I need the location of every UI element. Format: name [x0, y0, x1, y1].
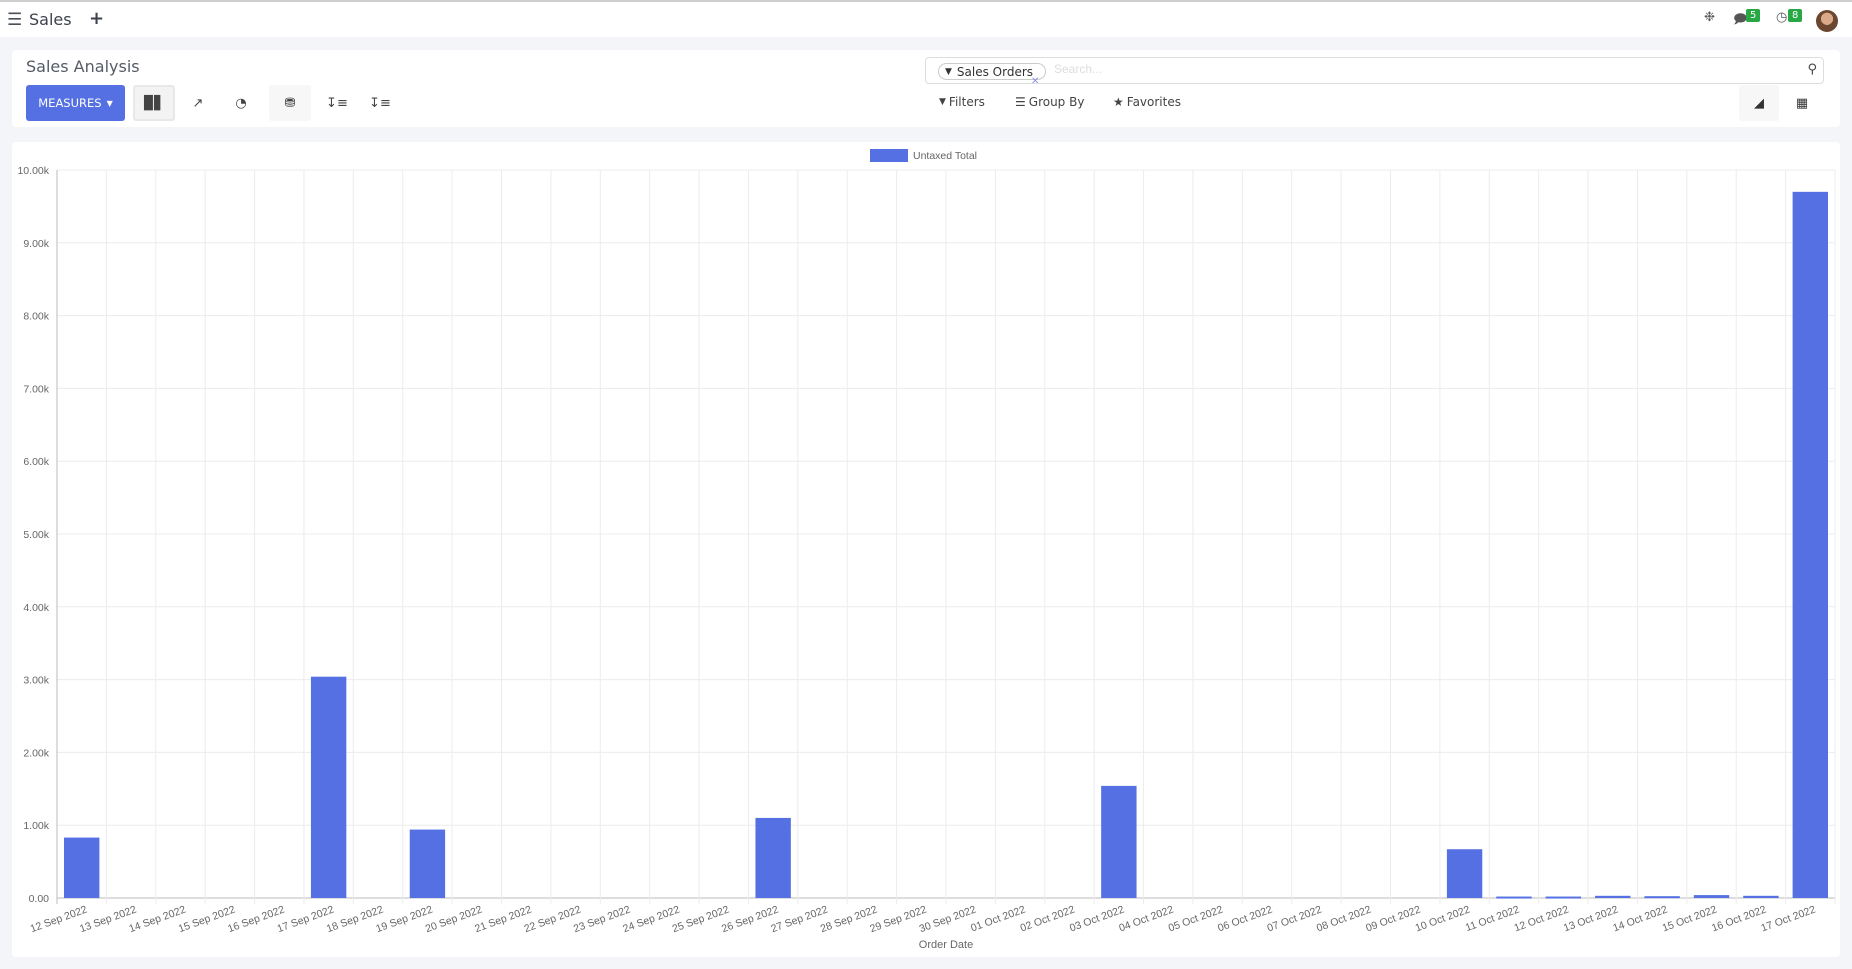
favorites-button[interactable]: ★ Favorites: [1113, 95, 1181, 109]
y-tick-label: 0.00: [29, 893, 50, 905]
y-tick-label: 9.00k: [23, 238, 49, 250]
pivot-view-button[interactable]: ▦: [1782, 85, 1822, 121]
x-tick-label: 09 Oct 2022: [1364, 903, 1422, 934]
x-tick-label: 08 Oct 2022: [1315, 903, 1373, 934]
avatar[interactable]: [1816, 10, 1838, 32]
layers-icon: ☰: [1015, 95, 1026, 109]
bar: [1446, 849, 1483, 898]
bar: [310, 676, 347, 898]
x-tick-label: 14 Oct 2022: [1611, 903, 1669, 934]
bar: [1644, 896, 1680, 899]
filters-button[interactable]: ▼ Filters: [939, 95, 985, 109]
caret-down-icon: ▼: [106, 98, 113, 108]
x-tick-label: 13 Oct 2022: [1562, 903, 1620, 934]
favorites-label: Favorites: [1126, 95, 1181, 109]
bar: [1792, 191, 1828, 899]
y-tick-label: 7.00k: [23, 383, 49, 395]
x-tick-label: 11 Oct 2022: [1464, 903, 1521, 934]
y-tick-label: 3.00k: [23, 675, 49, 687]
clock-icon[interactable]: ◷: [1776, 10, 1788, 25]
x-tick-label: 15 Oct 2022: [1661, 903, 1719, 934]
graph-view-button[interactable]: ◢: [1739, 85, 1779, 121]
y-tick-label: 10.00k: [17, 165, 49, 177]
x-tick-label: 07 Oct 2022: [1266, 903, 1324, 934]
legend-label: Untaxed Total: [913, 150, 977, 162]
bug-icon[interactable]: ❉: [1704, 10, 1715, 25]
sort-descending-icon: ↧≡: [326, 95, 348, 111]
bar: [1595, 895, 1631, 898]
bar: [755, 817, 791, 898]
bar: [64, 837, 100, 898]
group-by-label: Group By: [1028, 95, 1085, 109]
x-tick-label: 04 Oct 2022: [1117, 903, 1175, 934]
star-icon: ★: [1113, 95, 1124, 109]
bar: [409, 829, 446, 898]
bar: [1496, 896, 1532, 899]
filter-icon: ▼: [945, 66, 952, 77]
pie-chart-icon: ◔: [235, 95, 247, 111]
search-facet[interactable]: ▼ Sales Orders ✕: [938, 63, 1047, 87]
measures-label: MEASURES: [38, 96, 102, 110]
x-tick-label: 17 Oct 2022: [1759, 903, 1817, 934]
y-tick-label: 1.00k: [23, 820, 49, 832]
y-tick-label: 4.00k: [23, 602, 49, 614]
table-icon: ▦: [1795, 95, 1809, 111]
bar-chart-icon: ▉▋: [144, 95, 164, 111]
top-navbar: ☰ Sales + ❉ 🗩 5 ◷ 8: [0, 0, 1852, 37]
x-tick-label: 03 Oct 2022: [1068, 903, 1126, 934]
pie-chart-button[interactable]: ◔: [220, 85, 262, 121]
search-bar: ▼ Sales Orders ✕ ⚲: [925, 57, 1824, 87]
measures-button[interactable]: MEASURES ▼: [26, 85, 125, 121]
group-by-button[interactable]: ☰ Group By: [1015, 95, 1084, 109]
y-tick-label: 6.00k: [23, 456, 49, 468]
x-tick-label: 16 Oct 2022: [1710, 903, 1768, 934]
bar: [1743, 895, 1779, 898]
app-name[interactable]: Sales: [29, 10, 72, 29]
sort-ascending-button[interactable]: ↧≡: [359, 85, 401, 121]
page-title: Sales Analysis: [26, 57, 140, 76]
facet-label: Sales Orders: [956, 64, 1034, 79]
bar: [1545, 896, 1582, 899]
x-axis-label: Order Date: [919, 939, 973, 951]
x-tick-label: 10 Oct 2022: [1414, 903, 1472, 934]
bar: [1101, 785, 1137, 898]
search-input[interactable]: [1054, 62, 1754, 76]
legend-swatch: [870, 149, 908, 162]
x-tick-label: 12 Oct 2022: [1513, 903, 1571, 934]
x-tick-label: 05 Oct 2022: [1167, 903, 1225, 934]
stacked-button[interactable]: ⛃: [269, 85, 311, 121]
plus-icon[interactable]: +: [89, 8, 105, 29]
filter-icon: ▼: [939, 97, 946, 107]
y-tick-label: 5.00k: [23, 529, 49, 541]
chat-icon[interactable]: 🗩: [1733, 12, 1748, 27]
filters-label: Filters: [948, 95, 985, 109]
x-tick-label: 01 Oct 2022: [969, 903, 1027, 934]
x-tick-label: 02 Oct 2022: [1019, 903, 1077, 934]
search-icon[interactable]: ⚲: [1807, 62, 1817, 77]
line-chart-icon: ↗: [192, 95, 204, 111]
activities-badge: 8: [1788, 9, 1803, 22]
sort-ascending-icon: ↧≡: [369, 95, 391, 111]
bar-chart-button[interactable]: ▉▋: [133, 85, 175, 121]
x-tick-label: 06 Oct 2022: [1216, 903, 1274, 934]
sort-descending-button[interactable]: ↧≡: [316, 85, 358, 121]
menu-icon[interactable]: ☰: [7, 10, 23, 30]
area-chart-icon: ◢: [1754, 95, 1764, 111]
bar: [1693, 895, 1730, 898]
messages-badge: 5: [1746, 9, 1761, 22]
remove-facet-icon[interactable]: ✕: [1031, 76, 1040, 87]
line-chart-button[interactable]: ↗: [177, 85, 219, 121]
database-icon: ⛃: [284, 95, 296, 111]
y-tick-label: 8.00k: [23, 311, 49, 323]
x-tick-label: 30 Sep 2022: [918, 903, 978, 935]
y-tick-label: 2.00k: [23, 747, 49, 759]
